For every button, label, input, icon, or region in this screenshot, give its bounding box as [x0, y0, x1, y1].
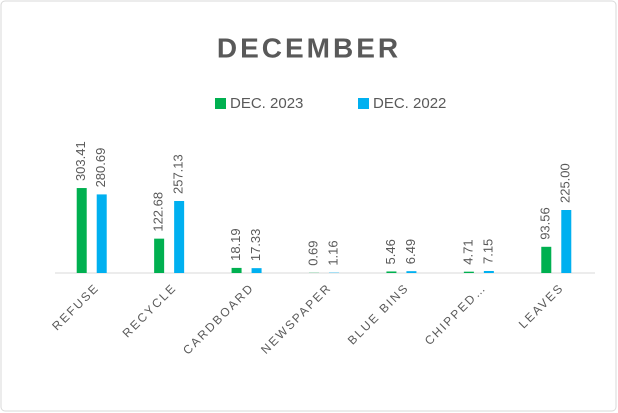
value-label: 93.56 — [538, 207, 553, 240]
value-label: 122.68 — [151, 192, 166, 232]
value-label: 303.41 — [73, 141, 88, 181]
legend-label: DEC. 2023 — [230, 95, 303, 112]
value-label: 0.69 — [305, 240, 320, 265]
bar — [96, 194, 107, 273]
bar — [251, 268, 262, 273]
bar — [463, 271, 474, 273]
bar — [76, 188, 87, 273]
bar — [154, 238, 165, 273]
bar — [541, 246, 552, 273]
value-label: 280.69 — [93, 148, 108, 188]
bar — [483, 270, 494, 273]
value-label: 6.49 — [403, 239, 418, 264]
bar — [386, 271, 397, 273]
value-label: 1.16 — [325, 240, 340, 265]
value-label: 18.19 — [228, 228, 243, 261]
bar — [406, 271, 417, 273]
value-label: 7.15 — [480, 239, 495, 264]
legend-swatch — [215, 98, 226, 109]
bar — [561, 210, 572, 273]
legend-label: DEC. 2022 — [373, 95, 446, 112]
bar — [231, 267, 242, 273]
value-label: 257.13 — [171, 154, 186, 194]
bar — [174, 201, 185, 273]
value-label: 4.71 — [460, 239, 475, 264]
chart-title: DECEMBER — [217, 32, 401, 63]
legend-swatch — [358, 98, 369, 109]
value-label: 5.46 — [383, 239, 398, 264]
value-label: 225.00 — [558, 163, 573, 203]
value-label: 17.33 — [248, 229, 263, 262]
